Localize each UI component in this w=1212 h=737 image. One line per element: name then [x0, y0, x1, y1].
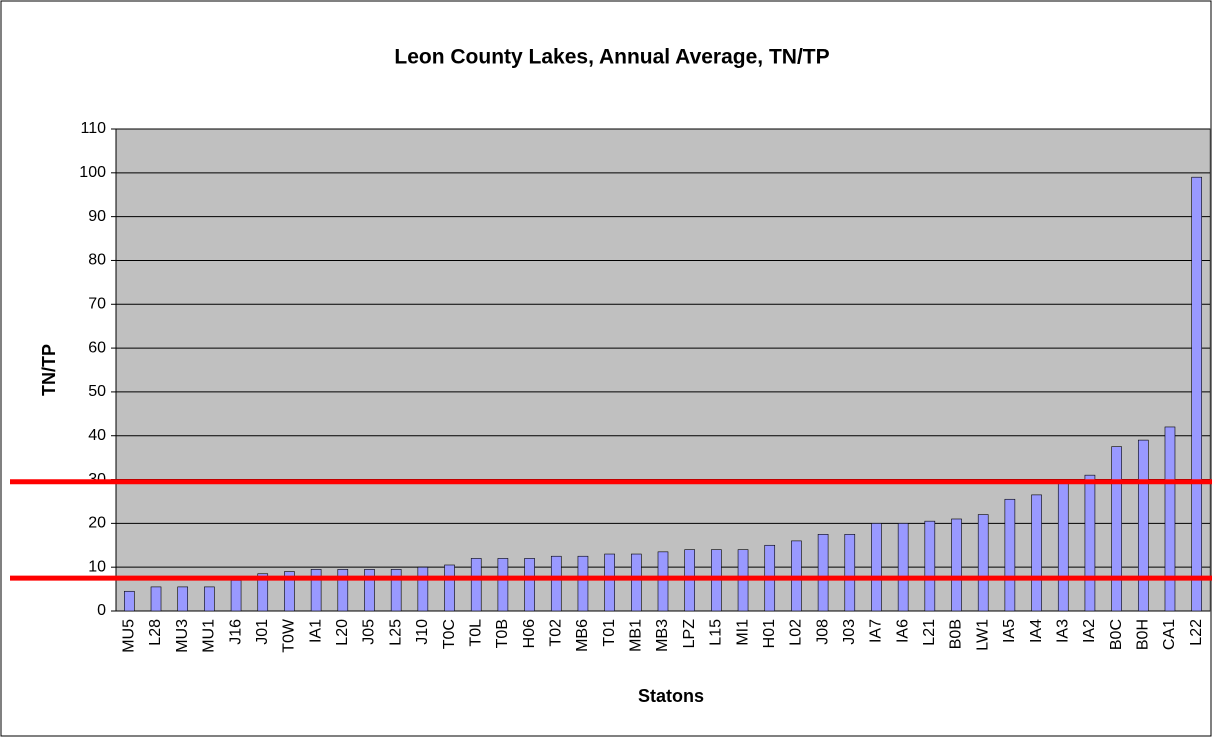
bar — [470, 558, 482, 612]
bar — [417, 566, 429, 612]
x-tick-label: L20 — [334, 619, 351, 646]
bar — [897, 523, 909, 612]
bar — [150, 586, 162, 612]
bar — [230, 580, 242, 612]
bar — [1111, 446, 1122, 612]
x-tick-label: MU3 — [174, 619, 191, 653]
bar — [337, 569, 349, 612]
bar — [871, 523, 882, 612]
x-tick-label: J10 — [414, 619, 431, 645]
bar — [1084, 474, 1096, 612]
x-tick-label: IA6 — [894, 619, 911, 643]
x-tick-label: LPZ — [681, 619, 698, 649]
bar — [844, 534, 856, 612]
x-tick-label: MU5 — [121, 619, 138, 653]
y-tick-label: 60 — [88, 339, 106, 356]
bar — [310, 569, 322, 612]
x-tick-label: L22 — [1188, 619, 1205, 646]
x-tick-label: H01 — [761, 619, 778, 648]
bar — [1004, 498, 1016, 612]
bar — [204, 586, 215, 612]
x-tick-label: B0B — [948, 619, 965, 649]
x-tick-label: J08 — [814, 619, 831, 645]
y-axis-label: TN/TP — [39, 344, 59, 396]
bar — [524, 558, 535, 612]
x-tick-label: T0W — [281, 618, 298, 653]
bar — [924, 520, 936, 612]
x-tick-label: H06 — [521, 619, 538, 648]
x-tick-label: MB3 — [654, 619, 671, 652]
x-tick-label: IA7 — [868, 619, 885, 643]
x-tick-label: B0H — [1135, 619, 1152, 650]
x-tick-label: MU1 — [201, 619, 218, 653]
bar — [1164, 426, 1176, 612]
bar — [364, 569, 375, 612]
x-tick-label: IA1 — [307, 619, 324, 643]
x-tick-label: IA4 — [1028, 619, 1045, 643]
chart-title: Leon County Lakes, Annual Average, TN/TP — [394, 46, 829, 69]
y-tick-label: 70 — [88, 295, 106, 312]
bar — [977, 514, 989, 612]
x-tick-label: L25 — [387, 619, 404, 646]
y-tick-label: 20 — [88, 515, 106, 532]
bar — [951, 518, 962, 612]
x-tick-label: T0L — [467, 619, 484, 647]
x-tick-label: J16 — [227, 619, 244, 645]
y-tick-label: 80 — [88, 252, 106, 269]
y-tick-label: 0 — [97, 602, 106, 619]
bar — [817, 534, 829, 612]
plot-area — [115, 128, 1211, 612]
y-tick-label: 110 — [80, 120, 106, 137]
x-tick-label: IA3 — [1054, 619, 1071, 643]
y-tick-label: 40 — [88, 427, 106, 444]
y-tick-label: 100 — [79, 164, 106, 181]
bar — [284, 571, 295, 612]
x-axis-label: Statons — [638, 686, 704, 706]
x-tick-label: IA2 — [1081, 619, 1098, 643]
bar — [497, 558, 509, 612]
x-tick-label: J05 — [361, 619, 378, 645]
x-tick-label: T01 — [601, 619, 618, 647]
x-tick-label: CA1 — [1161, 619, 1178, 650]
y-tick-label: 10 — [88, 558, 106, 575]
x-tick-label: MI1 — [734, 619, 751, 646]
bar — [1031, 494, 1042, 612]
bar — [177, 586, 189, 612]
x-tick-label: J03 — [841, 619, 858, 645]
x-tick-label: MB6 — [574, 619, 591, 652]
x-tick-label: J01 — [254, 619, 271, 645]
bar — [577, 555, 589, 612]
bar — [657, 551, 669, 612]
x-tick-label: L28 — [147, 619, 164, 646]
bar — [550, 555, 562, 612]
bar — [444, 564, 455, 612]
bar — [390, 569, 402, 612]
x-tick-label: LW1 — [974, 619, 991, 651]
x-tick-label: IA5 — [1001, 619, 1018, 643]
bar — [124, 590, 135, 612]
bar — [257, 573, 269, 612]
x-tick-label: L15 — [708, 619, 725, 646]
x-tick-label: L02 — [788, 619, 805, 646]
x-tick-label: T0C — [441, 619, 458, 649]
bar — [631, 553, 642, 612]
bar — [1191, 176, 1202, 612]
bar — [604, 553, 615, 612]
y-tick-label: 90 — [88, 208, 106, 225]
x-tick-label: MB1 — [628, 619, 645, 652]
bar — [1057, 479, 1069, 612]
x-tick-label: T0B — [494, 619, 511, 648]
x-tick-label: B0C — [1108, 619, 1125, 650]
x-tick-label: T02 — [547, 619, 564, 647]
y-tick-label: 50 — [88, 383, 106, 400]
x-tick-label: L21 — [921, 619, 938, 646]
bar — [1137, 439, 1149, 612]
